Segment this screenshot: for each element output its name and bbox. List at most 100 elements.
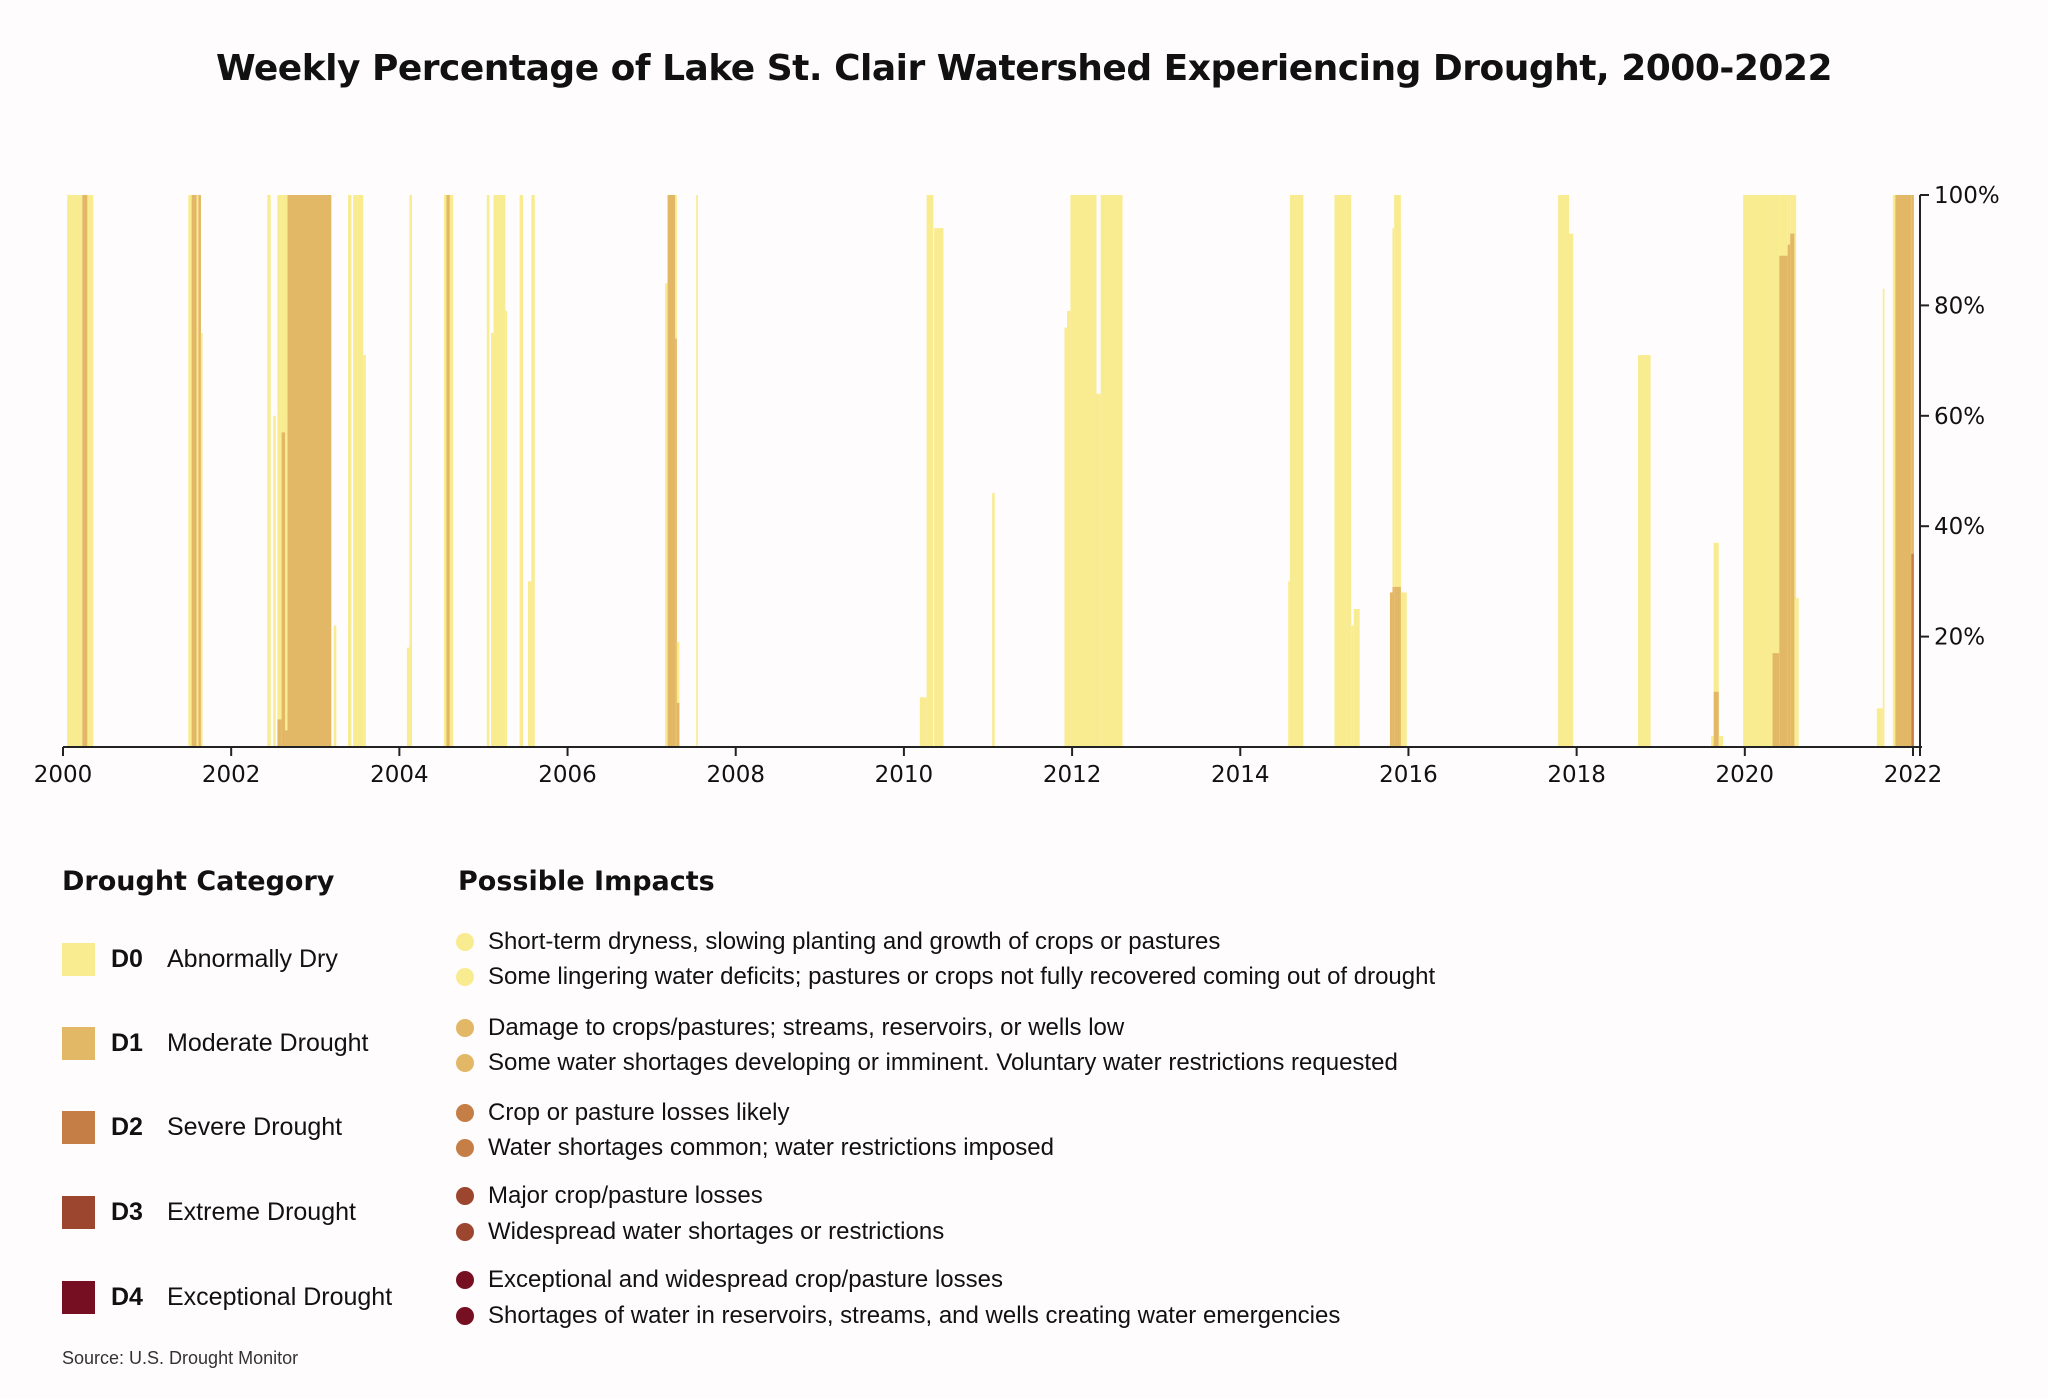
bar-d0 [676,642,680,747]
impact-item: Some lingering water deficits; pastures … [456,963,1435,991]
bar-d0 [1713,542,1719,747]
bar-d1 [198,195,201,747]
x-tick-label: 2000 [34,762,93,788]
x-tick-label: 2006 [538,762,597,788]
impact-text: Major crop/pasture losses [488,1182,763,1209]
bar-d1 [285,730,288,747]
category-name: Extreme Drought [167,1198,356,1226]
impact-item: Exceptional and widespread crop/pasture … [456,1266,1003,1294]
bar-d0 [1772,195,1780,747]
category-code: D0 [111,945,143,973]
category-name: Severe Drought [167,1113,343,1141]
legend-item-d2: D2 Severe Drought [62,1111,342,1144]
bar-d0 [491,333,494,747]
impact-item: Major crop/pasture losses [456,1182,763,1210]
impact-item: Water shortages common; water restrictio… [456,1134,1054,1162]
bar-d0 [200,333,203,747]
bar-d0 [1400,592,1407,747]
bar-d0 [1638,355,1651,747]
bar-d0 [992,493,995,747]
bar-d0 [449,195,454,747]
legend-item-d0: D0 Abnormally Dry [62,943,338,976]
bar-d0 [665,283,668,747]
legend-swatch [62,1111,95,1144]
bar-d1 [1895,195,1912,747]
impact-item: Widespread water shortages or restrictio… [456,1218,944,1246]
bar-d1 [676,702,680,747]
bar-d0 [87,195,94,747]
bar-d0 [348,195,352,747]
bullet-icon [456,1223,474,1241]
bar-d0 [519,195,523,747]
bar-d0 [1100,195,1123,747]
bar-d0 [926,195,934,747]
impacts-heading: Possible Impacts [458,866,715,897]
x-tick-label: 2018 [1547,762,1606,788]
legend-item-d1: D1 Moderate Drought [62,1027,369,1060]
bullet-icon [456,1187,474,1205]
bar-d0 [1711,735,1714,747]
category-code: D4 [111,1283,143,1311]
bar-d1 [1394,586,1401,747]
x-tick-label: 2008 [706,762,765,788]
y-tick-label: 80% [1934,293,1985,319]
impact-text: Shortages of water in reservoirs, stream… [488,1302,1341,1329]
bar-d1 [1392,586,1395,747]
bar-d0 [1394,195,1401,747]
bar-d0 [1743,195,1773,747]
x-tick-label: 2010 [875,762,934,788]
x-tick-label: 2002 [202,762,261,788]
impact-text: Damage to crops/pastures; streams, reser… [488,1014,1125,1041]
bullet-icon [456,1139,474,1157]
chart-title: Weekly Percentage of Lake St. Clair Wate… [215,48,1833,89]
impact-text: Exceptional and widespread crop/pasture … [488,1266,1003,1293]
bar-d1 [287,195,332,747]
category-name: Abnormally Dry [167,945,338,973]
bars-group [67,195,1914,747]
bullet-icon [456,968,474,986]
bar-d0 [188,195,192,747]
source-note: Source: U.S. Drought Monitor [62,1348,299,1368]
bar-d0 [1064,327,1068,747]
bar-d0 [1882,288,1885,747]
bar-d1 [1787,244,1791,747]
bar-d1 [667,195,676,747]
bar-d0 [934,228,944,747]
legend-heading: Drought Category [62,866,335,897]
drought-chart: 2000 2002 2004 2006 2008 2010 2012 2014 2016 2018… [34,183,2000,788]
x-tick-label: 2014 [1211,762,1270,788]
bar-d1 [1790,233,1795,747]
bar-d0 [1067,310,1071,747]
bar-d1 [277,719,282,747]
bar-d1 [1713,691,1719,747]
bar-d1 [281,432,285,747]
bar-d0 [1070,195,1097,747]
bar-d0 [1351,625,1354,747]
bullet-icon [456,1271,474,1289]
bar-d0 [1353,609,1360,747]
bar-d0 [696,195,698,747]
bar-d0 [409,195,412,747]
impact-item: Short-term dryness, slowing planting and… [456,928,1220,956]
bar-d0 [67,195,83,747]
bar-d1 [675,338,677,747]
bar-d0 [493,195,506,747]
bar-d0 [486,195,490,747]
bar-d0 [1892,195,1896,747]
bullet-icon [456,1307,474,1325]
bar-d1 [1911,195,1914,747]
bar-d0 [277,195,282,747]
impact-item: Crop or pasture losses likely [456,1099,789,1127]
bar-d0 [1289,195,1304,747]
legend-swatch [62,943,95,976]
bar-d0 [1794,195,1797,747]
y-tick-label: 60% [1934,404,1985,430]
impact-item: Damage to crops/pastures; streams, reser… [456,1014,1124,1042]
bar-d0 [1718,735,1723,747]
x-tick-label: 2022 [1884,762,1943,788]
bar-d0 [1392,228,1395,747]
bar-d0 [285,195,288,747]
bar-d0 [267,195,271,747]
category-code: D2 [111,1113,143,1141]
impact-text: Some water shortages developing or immin… [488,1049,1398,1076]
